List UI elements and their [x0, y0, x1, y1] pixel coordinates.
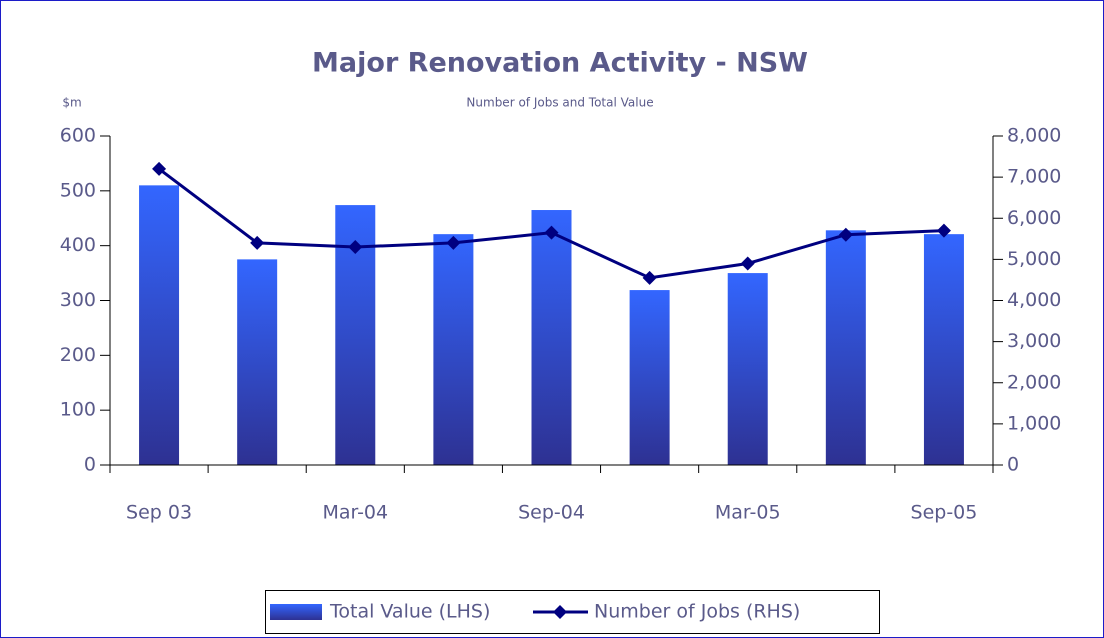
y2-tick-label: 5,000	[1007, 248, 1061, 270]
y-tick-label: 0	[84, 454, 96, 476]
bar	[727, 273, 768, 465]
x-tick-label: Sep-04	[518, 502, 585, 524]
legend-label: Number of Jobs (RHS)	[594, 601, 800, 623]
line-marker	[642, 270, 657, 285]
line-marker	[446, 235, 461, 250]
y2-tick-label: 6,000	[1007, 207, 1061, 229]
bar	[629, 290, 670, 465]
line-marker	[740, 256, 755, 271]
y2-tick-label: 7,000	[1007, 166, 1061, 188]
y-tick-label: 100	[60, 399, 96, 421]
bar	[531, 210, 572, 465]
y-tick-label: 600	[60, 125, 96, 147]
chart-title: Major Renovation Activity - NSW	[312, 48, 808, 79]
y2-tick-label: 1,000	[1007, 412, 1061, 434]
y-tick-label: 200	[60, 344, 96, 366]
legend-marker	[553, 605, 567, 619]
x-tick-label: Sep 03	[126, 502, 192, 524]
bar	[923, 234, 964, 465]
bar	[825, 230, 866, 465]
line-marker	[936, 223, 951, 238]
x-tick-label: Mar-05	[715, 502, 781, 524]
y2-tick-label: 2,000	[1007, 371, 1061, 393]
legend-label: Total Value (LHS)	[329, 601, 490, 623]
line-marker	[544, 225, 559, 240]
chart-subtitle: Number of Jobs and Total Value	[466, 96, 653, 110]
y-tick-label: 500	[60, 179, 96, 201]
y2-tick-label: 4,000	[1007, 289, 1061, 311]
x-tick-label: Mar-04	[322, 502, 388, 524]
line-marker	[250, 235, 265, 250]
bar	[139, 185, 180, 465]
x-tick-label: Sep-05	[911, 502, 978, 524]
y-tick-label: 300	[60, 289, 96, 311]
bar	[433, 234, 474, 465]
y-tick-label: 400	[60, 234, 96, 256]
legend-swatch	[270, 604, 322, 620]
y2-tick-label: 8,000	[1007, 125, 1061, 147]
bar	[237, 259, 278, 465]
line-marker	[152, 161, 167, 176]
y2-tick-label: 3,000	[1007, 330, 1061, 352]
line-marker	[838, 227, 853, 242]
line-marker	[348, 240, 363, 255]
y-axis-label: $m	[62, 96, 81, 110]
y2-tick-label: 0	[1007, 454, 1019, 476]
